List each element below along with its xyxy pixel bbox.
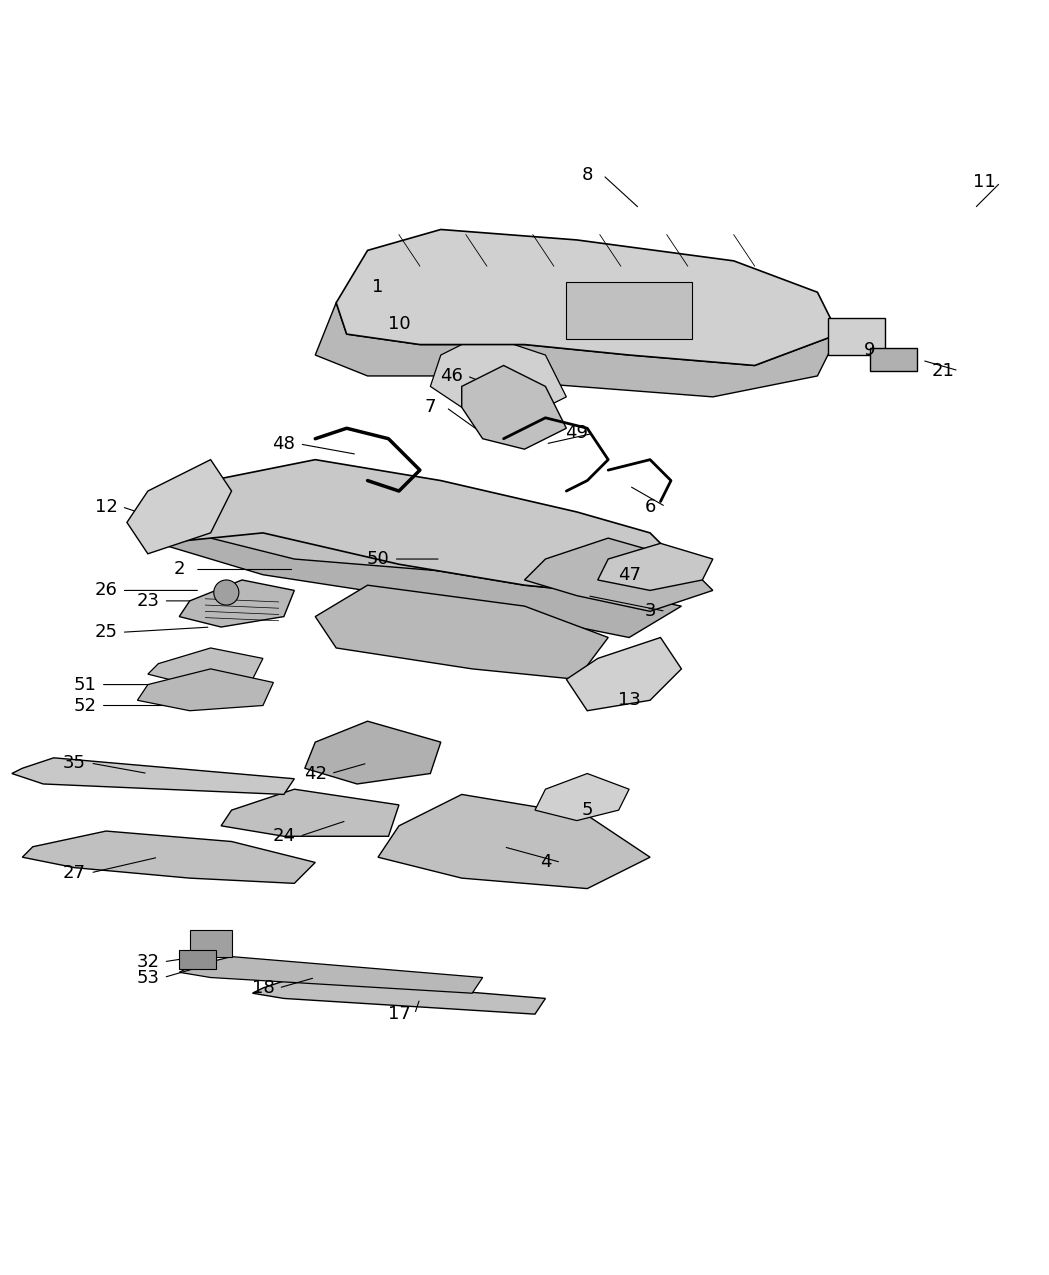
Text: 1: 1	[372, 278, 384, 296]
Text: 9: 9	[864, 340, 876, 358]
Polygon shape	[316, 302, 838, 397]
Text: 3: 3	[644, 602, 656, 621]
Text: 52: 52	[73, 696, 97, 714]
Text: 26: 26	[94, 581, 117, 599]
Polygon shape	[211, 518, 650, 590]
Text: 13: 13	[618, 691, 641, 709]
Polygon shape	[378, 794, 650, 889]
Text: 51: 51	[73, 676, 97, 694]
Text: 24: 24	[273, 827, 296, 845]
Text: 5: 5	[581, 801, 593, 819]
Polygon shape	[158, 513, 682, 638]
Polygon shape	[179, 956, 483, 993]
Text: 17: 17	[387, 1005, 410, 1023]
Text: 35: 35	[63, 754, 86, 773]
FancyBboxPatch shape	[870, 348, 917, 371]
Polygon shape	[22, 831, 316, 884]
Polygon shape	[127, 460, 232, 553]
FancyBboxPatch shape	[566, 282, 692, 339]
Polygon shape	[137, 669, 274, 710]
Polygon shape	[524, 538, 713, 611]
Polygon shape	[253, 978, 545, 1014]
Polygon shape	[305, 722, 441, 784]
Text: 7: 7	[425, 398, 436, 417]
Polygon shape	[336, 230, 838, 366]
Polygon shape	[12, 757, 295, 794]
Text: 12: 12	[94, 497, 117, 515]
Polygon shape	[535, 774, 629, 821]
Text: 6: 6	[644, 497, 656, 515]
Text: 10: 10	[388, 315, 410, 333]
Text: 4: 4	[539, 853, 551, 871]
Text: 8: 8	[581, 166, 593, 184]
FancyBboxPatch shape	[179, 950, 216, 969]
Text: 42: 42	[304, 765, 326, 783]
FancyBboxPatch shape	[190, 931, 232, 956]
Text: 21: 21	[932, 362, 955, 380]
Polygon shape	[148, 648, 263, 685]
Text: 53: 53	[136, 969, 159, 987]
Text: 11: 11	[973, 173, 997, 191]
Polygon shape	[179, 580, 295, 627]
Polygon shape	[598, 543, 713, 590]
Text: 47: 47	[618, 566, 641, 584]
Text: 18: 18	[252, 979, 275, 997]
Polygon shape	[316, 585, 608, 680]
Circle shape	[214, 580, 239, 606]
Text: 25: 25	[94, 623, 117, 641]
Text: 46: 46	[440, 367, 463, 385]
Text: 2: 2	[173, 561, 185, 579]
Text: 50: 50	[367, 550, 389, 569]
Polygon shape	[430, 334, 566, 418]
FancyBboxPatch shape	[828, 319, 885, 354]
Polygon shape	[462, 366, 566, 449]
Text: 32: 32	[136, 952, 159, 970]
Polygon shape	[158, 460, 682, 595]
Text: 48: 48	[273, 435, 296, 453]
Text: 49: 49	[565, 425, 588, 442]
Text: 27: 27	[63, 864, 86, 882]
Text: 23: 23	[136, 592, 159, 609]
Polygon shape	[221, 789, 399, 836]
Polygon shape	[566, 638, 682, 710]
